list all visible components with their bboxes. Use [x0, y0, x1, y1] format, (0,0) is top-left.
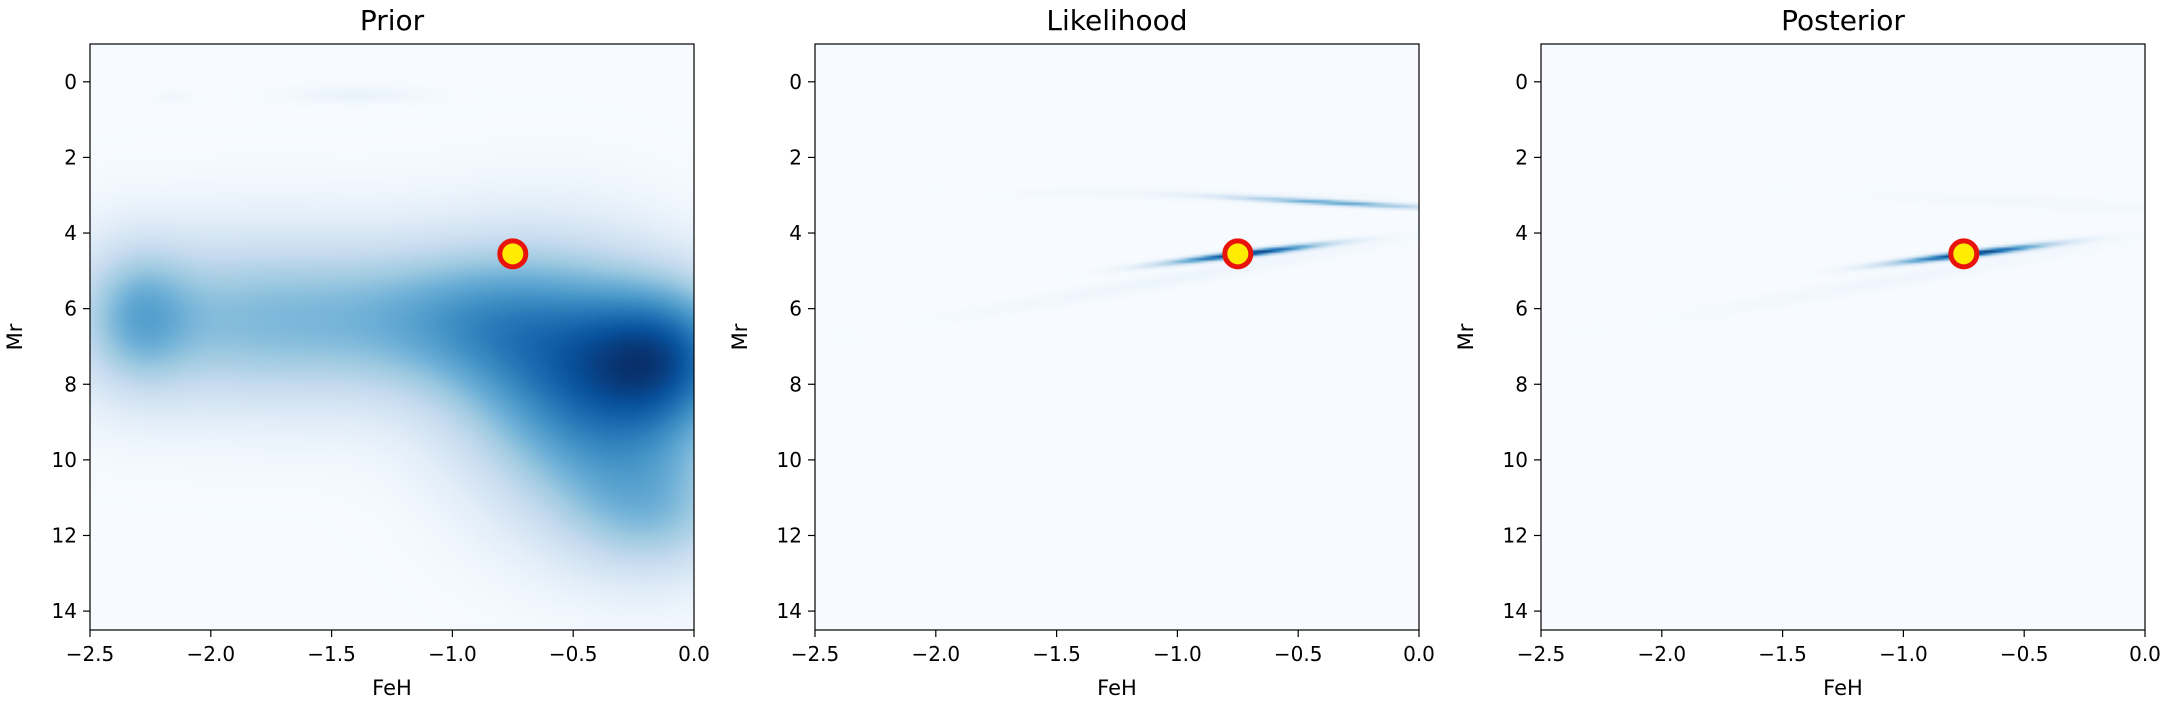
marker-point: [1948, 238, 1980, 270]
y-tick-label: 0: [789, 70, 802, 94]
y-tick-label: 0: [64, 70, 77, 94]
y-tick-label: 12: [1503, 523, 1528, 547]
y-tick-label: 14: [777, 599, 802, 623]
y-tick-label: 14: [1503, 599, 1528, 623]
axes-frame: [1540, 43, 2146, 631]
x-tick-label: −1.0: [1879, 642, 1928, 666]
y-tick-label: 2: [64, 145, 77, 169]
x-tick-label: −1.0: [428, 642, 477, 666]
y-axis-label: Mr: [1454, 323, 1478, 350]
x-axis-label: FeH: [1823, 676, 1863, 700]
x-tick-label: −2.5: [1517, 642, 1566, 666]
axes-frame: [89, 43, 695, 631]
y-tick-label: 14: [52, 599, 77, 623]
y-tick-label: 4: [789, 221, 802, 245]
x-tick-label: −2.0: [912, 642, 961, 666]
x-tick-label: −2.5: [791, 642, 840, 666]
x-tick-label: −0.5: [549, 642, 598, 666]
y-tick-label: 6: [64, 297, 77, 321]
heatmap-image: [815, 44, 1419, 630]
x-tick-label: 0.0: [2129, 642, 2161, 666]
x-tick-label: −1.5: [307, 642, 356, 666]
y-tick-label: 12: [777, 523, 802, 547]
marker-point: [1222, 238, 1254, 270]
x-axis-label: FeH: [1097, 676, 1137, 700]
x-tick-label: −0.5: [1274, 642, 1323, 666]
marker-point: [497, 238, 529, 270]
panel-posterior: −2.5 −2.0 −1.5 −1.0 −0.5 0.0 0 2 4 6 8 10 12 14 FeH Mr P…: [1454, 4, 2161, 700]
y-tick-label: 10: [52, 448, 77, 472]
y-tick-label: 12: [52, 523, 77, 547]
x-tick-label: 0.0: [1403, 642, 1435, 666]
x-tick-label: −2.0: [187, 642, 236, 666]
y-tick-label: 10: [777, 448, 802, 472]
x-tick-label: −2.0: [1638, 642, 1687, 666]
panel-title: Likelihood: [1046, 4, 1187, 37]
y-tick-label: 4: [64, 221, 77, 245]
panel-title: Posterior: [1781, 4, 1905, 37]
x-tick-label: −1.5: [1758, 642, 1807, 666]
y-tick-label: 6: [1515, 297, 1528, 321]
panel-prior: −2.5 −2.0 −1.5 −1.0 −0.5 0.0 0 2 4 6 8 10 12 14 FeH Mr P…: [3, 4, 710, 700]
y-tick-label: 0: [1515, 70, 1528, 94]
x-tick-label: −1.0: [1153, 642, 1202, 666]
x-tick-label: −2.5: [66, 642, 115, 666]
x-axis-label: FeH: [372, 676, 412, 700]
y-tick-label: 10: [1503, 448, 1528, 472]
y-tick-label: 8: [789, 372, 802, 396]
y-axis-label: Mr: [728, 323, 752, 350]
x-tick-label: 0.0: [678, 642, 710, 666]
y-tick-label: 8: [1515, 372, 1528, 396]
y-axis-label: Mr: [3, 323, 27, 350]
x-tick-label: −0.5: [2000, 642, 2049, 666]
y-tick-label: 2: [1515, 145, 1528, 169]
y-tick-label: 6: [789, 297, 802, 321]
x-tick-label: −1.5: [1032, 642, 1081, 666]
heatmap-image: [1541, 44, 2145, 630]
axes-frame: [814, 43, 1420, 631]
y-tick-label: 4: [1515, 221, 1528, 245]
y-tick-label: 8: [64, 372, 77, 396]
heatmap-image: [90, 44, 694, 630]
panel-title: Prior: [360, 4, 425, 37]
panel-likelihood: −2.5 −2.0 −1.5 −1.0 −0.5 0.0 0 2 4 6 8 10 12 14 FeH Mr L…: [728, 4, 1435, 700]
y-tick-label: 2: [789, 145, 802, 169]
